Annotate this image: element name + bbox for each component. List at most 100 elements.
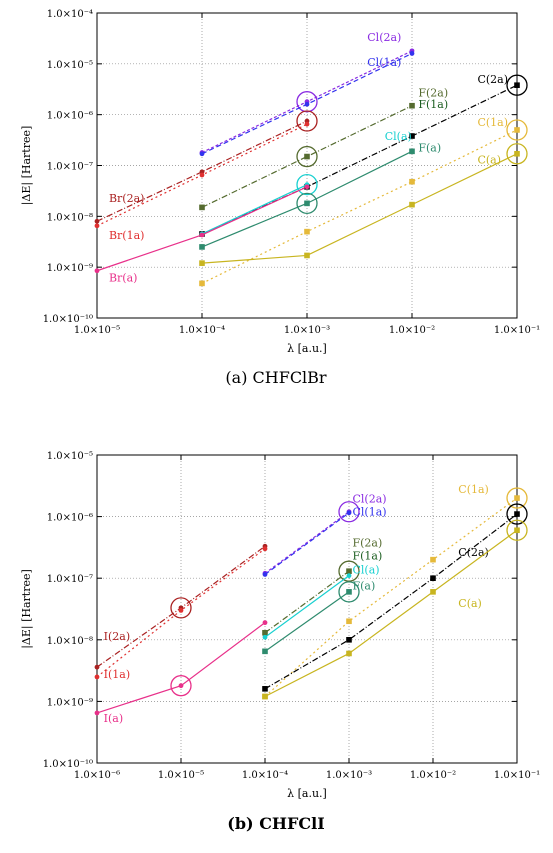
data-point bbox=[514, 127, 520, 133]
data-point bbox=[514, 527, 520, 534]
series-label: F(a) bbox=[418, 141, 441, 154]
series-line bbox=[96, 120, 308, 222]
x-tick-label: 1.0×10⁻⁴ bbox=[242, 770, 288, 781]
data-point bbox=[199, 172, 205, 178]
data-point bbox=[346, 510, 352, 516]
y-tick-label: 1.0×10⁻¹⁰ bbox=[43, 314, 93, 325]
data-point bbox=[304, 184, 310, 190]
data-point bbox=[94, 218, 100, 224]
data-point bbox=[262, 572, 268, 577]
data-point bbox=[409, 148, 415, 155]
data-point bbox=[199, 260, 205, 266]
x-axis-label: λ [a.u.] bbox=[287, 787, 327, 800]
data-point bbox=[262, 686, 268, 692]
series-line bbox=[264, 570, 350, 634]
x-tick-label: 1.0×10⁻⁴ bbox=[179, 325, 225, 336]
series-line bbox=[264, 511, 350, 574]
series-line bbox=[264, 497, 518, 697]
data-point bbox=[262, 629, 268, 636]
highlight-ring bbox=[338, 581, 360, 603]
series-label: C(2a) bbox=[477, 73, 508, 86]
series-line bbox=[264, 529, 518, 698]
highlight-ring bbox=[506, 74, 528, 96]
highlight-ring bbox=[506, 119, 528, 141]
series-line bbox=[264, 591, 350, 652]
x-tick-label: 1.0×10⁻³ bbox=[284, 325, 330, 336]
series-label: Cl(a) bbox=[352, 563, 379, 576]
x-tick-label: 1.0×10⁻¹ bbox=[494, 770, 540, 781]
series-label: C(2a) bbox=[458, 546, 489, 559]
data-point bbox=[346, 568, 352, 574]
series-label: C(a) bbox=[458, 597, 482, 610]
series-line bbox=[264, 513, 518, 690]
highlight-ring bbox=[506, 519, 528, 541]
series-label: F(2a) bbox=[352, 536, 382, 549]
data-point bbox=[409, 178, 415, 185]
x-tick-label: 1.0×10⁻³ bbox=[326, 770, 372, 781]
x-axis-label: λ [a.u.] bbox=[287, 342, 327, 355]
data-point bbox=[304, 228, 310, 235]
y-tick-label: 1.0×10⁻⁸ bbox=[47, 212, 93, 223]
data-point bbox=[409, 102, 415, 109]
data-point bbox=[409, 133, 415, 139]
data-point bbox=[409, 201, 415, 208]
y-tick-label: 1.0×10⁻⁷ bbox=[47, 162, 93, 173]
data-point bbox=[430, 556, 436, 563]
series-line bbox=[201, 184, 308, 235]
data-point bbox=[304, 252, 310, 259]
data-point bbox=[430, 589, 436, 595]
highlight-ring bbox=[296, 110, 318, 132]
highlight-ring bbox=[170, 675, 192, 697]
highlight-ring bbox=[506, 503, 528, 525]
highlight-ring bbox=[506, 487, 528, 509]
series-line bbox=[201, 129, 518, 284]
data-point bbox=[199, 151, 205, 157]
plot-frame bbox=[96, 454, 518, 764]
data-point bbox=[94, 664, 100, 670]
y-tick-label: 1.0×10⁻⁶ bbox=[47, 111, 93, 122]
data-point bbox=[262, 693, 268, 700]
chart-chfcli: 1.0×10⁻⁶ 1.0×10⁻⁵ 1.0×10⁻⁴ 1.0×10⁻³ 1.0×10⁻²… bbox=[20, 451, 540, 833]
series-line bbox=[264, 575, 350, 638]
data-point bbox=[94, 674, 100, 680]
data-point bbox=[346, 573, 352, 579]
highlight-ring bbox=[296, 91, 318, 113]
highlight-ring bbox=[296, 145, 318, 168]
y-axis-label: |ΔE| [Hartree] bbox=[20, 126, 34, 206]
series-label: I(a) bbox=[104, 712, 124, 725]
data-point bbox=[199, 204, 205, 211]
series-label: Cl(a) bbox=[385, 130, 412, 143]
series-label: F(1a) bbox=[352, 550, 382, 563]
y-tick-label: 1.0×10⁻⁴ bbox=[47, 9, 93, 20]
highlight-ring bbox=[506, 143, 528, 165]
figure-caption: (a) CHFClBr bbox=[225, 368, 327, 387]
series-line bbox=[201, 153, 518, 264]
series-label: Cl(2a) bbox=[367, 31, 401, 44]
series-label: F(2a) bbox=[418, 86, 448, 99]
data-point bbox=[199, 244, 205, 250]
data-point bbox=[514, 82, 520, 88]
data-point bbox=[304, 101, 310, 107]
series-line bbox=[264, 512, 350, 575]
series-line bbox=[201, 105, 413, 208]
highlight-ring bbox=[296, 192, 318, 215]
data-point bbox=[199, 232, 205, 238]
highlight-ring bbox=[338, 501, 360, 523]
data-point bbox=[304, 121, 310, 127]
figure-caption: (b) CHFClI bbox=[227, 814, 324, 833]
data-point bbox=[178, 683, 184, 689]
data-point bbox=[262, 634, 268, 640]
data-point bbox=[346, 618, 352, 625]
data-point bbox=[262, 620, 268, 626]
highlight-ring bbox=[170, 597, 192, 619]
series-label: Cl(1a) bbox=[367, 56, 401, 69]
data-point bbox=[514, 511, 520, 517]
series-line bbox=[96, 548, 266, 678]
series-label: C(a) bbox=[477, 153, 501, 166]
x-tick-label: 1.0×10⁻¹ bbox=[494, 325, 540, 336]
y-tick-label: 1.0×10⁻⁵ bbox=[47, 60, 93, 71]
series-label: Br(2a) bbox=[109, 192, 144, 205]
data-point bbox=[346, 650, 352, 657]
chart-chfclbr: 1.0×10⁻⁵ 1.0×10⁻⁴ 1.0×10⁻³ 1.0×10⁻² 1.0×10⁻¹… bbox=[20, 9, 540, 387]
